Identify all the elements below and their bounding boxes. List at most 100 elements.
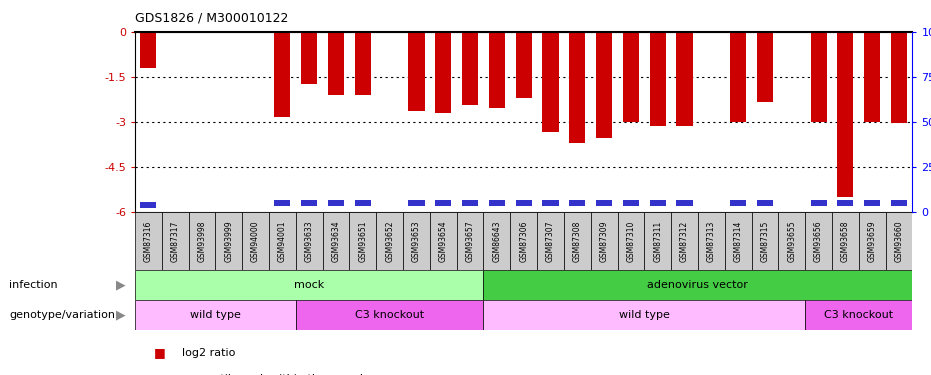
- Bar: [483, 270, 912, 300]
- Bar: [671, 212, 698, 270]
- Bar: [864, 200, 880, 206]
- Bar: [516, 200, 532, 206]
- Bar: [296, 300, 483, 330]
- Text: GSM87312: GSM87312: [680, 220, 689, 262]
- Bar: [623, 32, 639, 122]
- Bar: [275, 200, 290, 206]
- Bar: [483, 300, 805, 330]
- Bar: [349, 212, 376, 270]
- Text: wild type: wild type: [619, 310, 669, 320]
- Text: GSM93634: GSM93634: [331, 220, 341, 262]
- Bar: [141, 202, 156, 208]
- Bar: [355, 32, 371, 95]
- Bar: [751, 212, 778, 270]
- Bar: [537, 212, 564, 270]
- Bar: [617, 212, 644, 270]
- Bar: [269, 212, 296, 270]
- Bar: [891, 200, 907, 206]
- Text: GSM93651: GSM93651: [358, 220, 368, 262]
- Bar: [757, 32, 773, 102]
- Bar: [677, 200, 693, 206]
- Bar: [376, 212, 403, 270]
- Bar: [596, 200, 613, 206]
- Bar: [837, 32, 854, 197]
- Text: ▶: ▶: [116, 309, 126, 321]
- Text: GSM93660: GSM93660: [895, 220, 903, 262]
- Bar: [162, 212, 189, 270]
- Bar: [730, 200, 746, 206]
- Bar: [516, 32, 532, 98]
- Text: GSM87309: GSM87309: [600, 220, 609, 262]
- Text: GSM93659: GSM93659: [868, 220, 877, 262]
- Text: GSM93633: GSM93633: [304, 220, 314, 262]
- Bar: [644, 212, 671, 270]
- Bar: [135, 300, 296, 330]
- Bar: [403, 212, 430, 270]
- Text: GSM87315: GSM87315: [761, 220, 769, 262]
- Bar: [811, 200, 827, 206]
- Bar: [435, 200, 452, 206]
- Text: GSM87316: GSM87316: [144, 220, 153, 262]
- Bar: [543, 200, 559, 206]
- Text: ■: ■: [154, 372, 166, 375]
- Bar: [135, 212, 162, 270]
- Text: GSM87314: GSM87314: [734, 220, 743, 262]
- Bar: [891, 32, 907, 123]
- Bar: [564, 212, 590, 270]
- Text: GDS1826 / M300010122: GDS1826 / M300010122: [135, 11, 289, 24]
- Bar: [462, 200, 479, 206]
- Text: GSM93998: GSM93998: [197, 220, 207, 262]
- Bar: [328, 200, 344, 206]
- Bar: [805, 300, 912, 330]
- Bar: [189, 212, 215, 270]
- Bar: [135, 270, 483, 300]
- Text: GSM94000: GSM94000: [251, 220, 260, 262]
- Text: percentile rank within the sample: percentile rank within the sample: [182, 374, 370, 375]
- Text: GSM93652: GSM93652: [385, 220, 394, 262]
- Bar: [457, 212, 483, 270]
- Bar: [778, 212, 805, 270]
- Text: GSM87310: GSM87310: [627, 220, 636, 262]
- Text: GSM93653: GSM93653: [412, 220, 421, 262]
- Text: GSM94001: GSM94001: [278, 220, 287, 262]
- Bar: [811, 32, 827, 122]
- Text: genotype/variation: genotype/variation: [9, 310, 115, 320]
- Bar: [483, 212, 510, 270]
- Bar: [832, 212, 858, 270]
- Text: GSM87317: GSM87317: [170, 220, 180, 262]
- Bar: [409, 32, 425, 111]
- Text: log2 ratio: log2 ratio: [182, 348, 235, 357]
- Bar: [242, 212, 269, 270]
- Bar: [864, 32, 880, 122]
- Bar: [650, 32, 666, 126]
- Text: C3 knockout: C3 knockout: [824, 310, 894, 320]
- Bar: [698, 212, 724, 270]
- Text: GSM93657: GSM93657: [466, 220, 475, 262]
- Bar: [858, 212, 885, 270]
- Text: adenovirus vector: adenovirus vector: [647, 280, 749, 290]
- Bar: [724, 212, 751, 270]
- Bar: [435, 32, 452, 113]
- Bar: [409, 200, 425, 206]
- Bar: [569, 32, 586, 143]
- Text: C3 knockout: C3 knockout: [355, 310, 425, 320]
- Text: wild type: wild type: [190, 310, 241, 320]
- Bar: [323, 212, 349, 270]
- Bar: [677, 32, 693, 126]
- Bar: [489, 200, 505, 206]
- Bar: [569, 200, 586, 206]
- Text: GSM93656: GSM93656: [814, 220, 823, 262]
- Bar: [430, 212, 457, 270]
- Bar: [757, 200, 773, 206]
- Text: GSM87313: GSM87313: [707, 220, 716, 262]
- Bar: [489, 32, 505, 108]
- Text: GSM93654: GSM93654: [439, 220, 448, 262]
- Text: GSM93658: GSM93658: [841, 220, 850, 262]
- Bar: [650, 200, 666, 206]
- Text: ■: ■: [154, 346, 166, 359]
- Text: GSM86643: GSM86643: [492, 220, 502, 262]
- Bar: [805, 212, 832, 270]
- Text: ▶: ▶: [116, 279, 126, 291]
- Text: GSM93999: GSM93999: [224, 220, 234, 262]
- Bar: [885, 212, 912, 270]
